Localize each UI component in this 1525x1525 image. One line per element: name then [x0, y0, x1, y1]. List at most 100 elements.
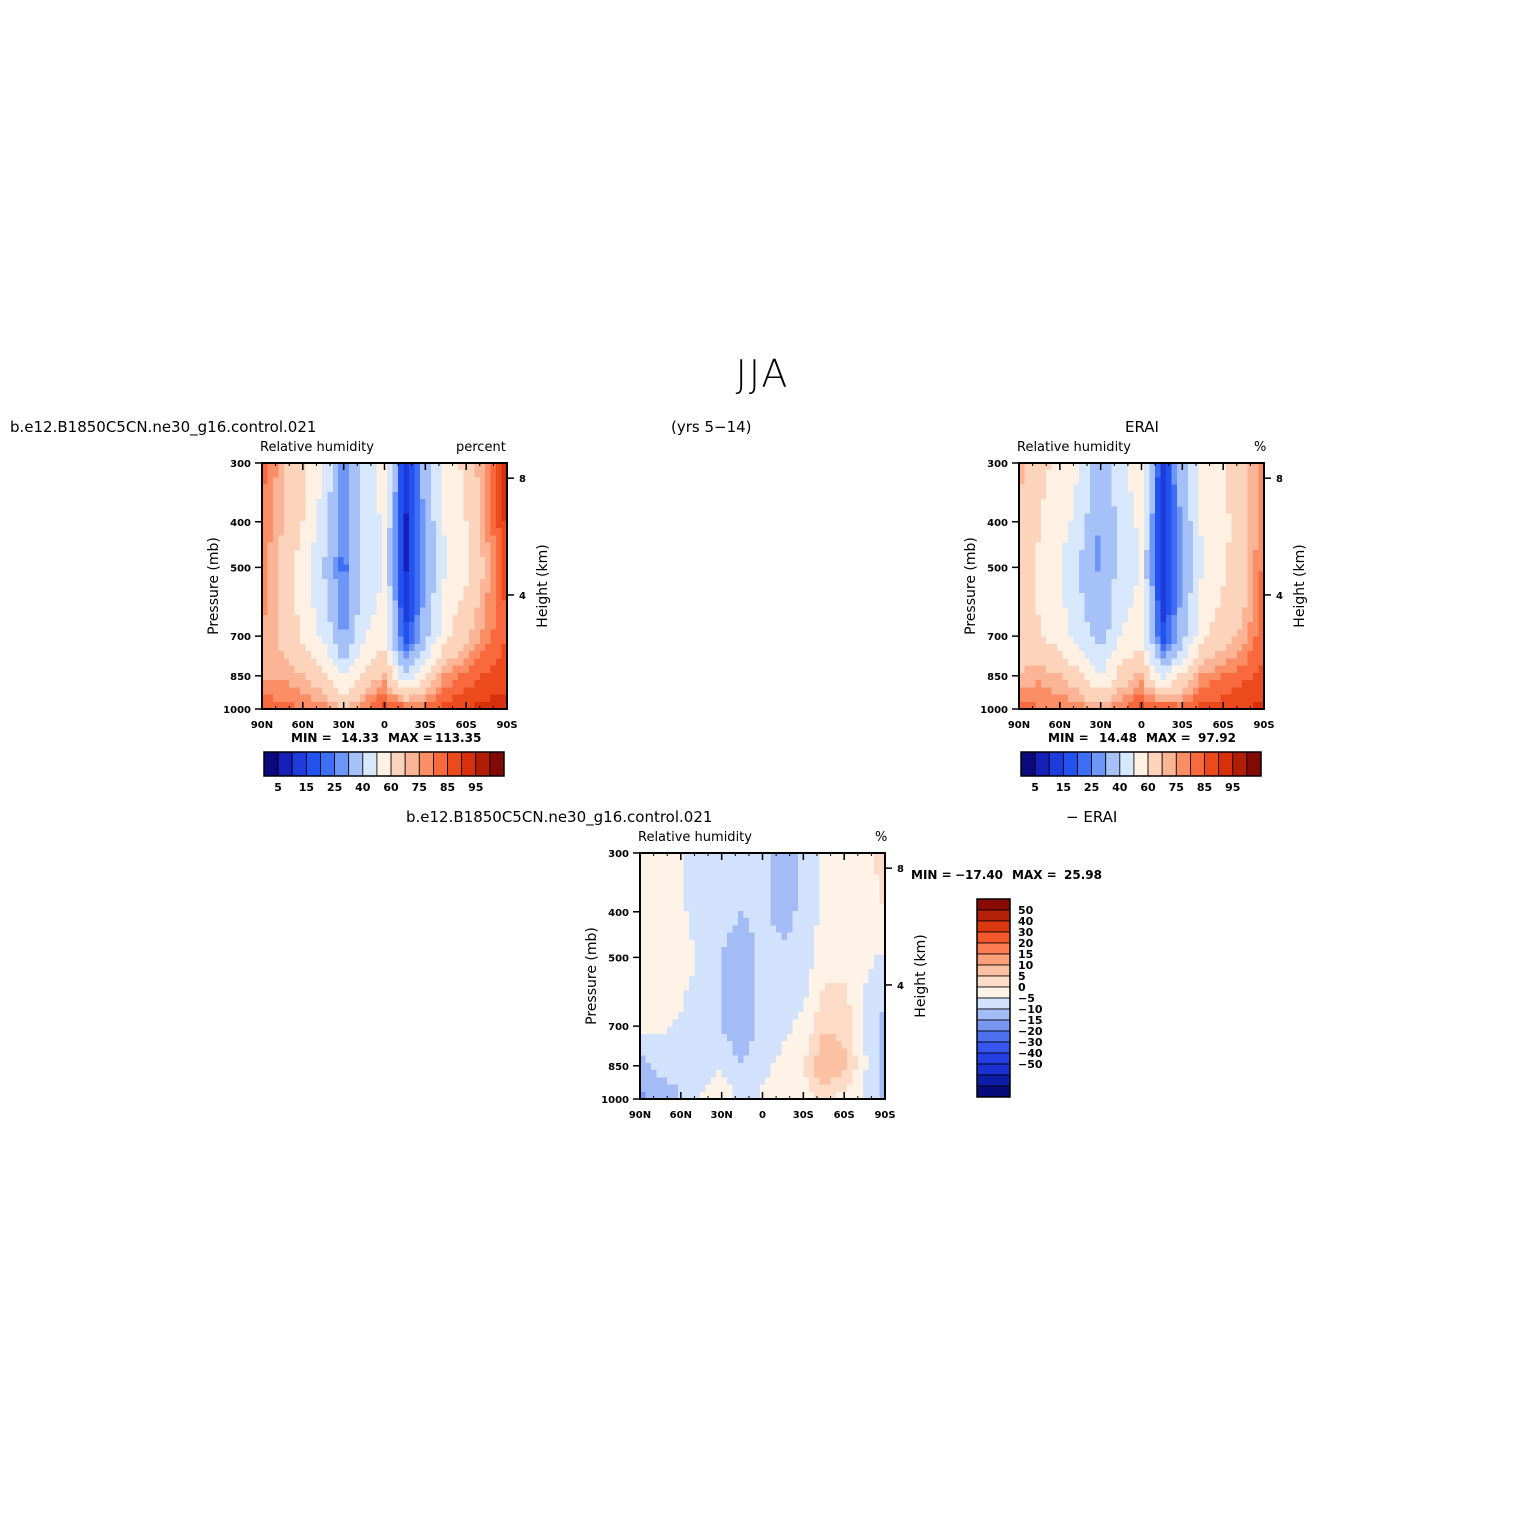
field-cell: [770, 1041, 777, 1049]
field-cell: [403, 499, 410, 508]
field-cell: [349, 622, 356, 631]
field-cell: [830, 860, 837, 869]
field-cell: [447, 636, 454, 645]
field-cell: [267, 658, 274, 667]
field-cell: [490, 658, 497, 667]
field-cell: [1040, 491, 1047, 500]
field-cell: [1144, 665, 1151, 674]
field-cell: [863, 954, 870, 963]
field-cell: [1117, 607, 1124, 616]
field-cell: [819, 976, 826, 984]
field-cell: [1138, 687, 1145, 696]
field-cell: [1160, 571, 1167, 580]
field-cell: [365, 484, 372, 493]
field-cell: [765, 918, 772, 926]
field-cell: [468, 477, 475, 486]
field-cell: [272, 470, 279, 479]
field-cell: [803, 1012, 810, 1021]
field-cell: [1073, 687, 1080, 696]
panel3-max-value: 25.98: [1064, 868, 1102, 882]
field-cell: [305, 506, 312, 515]
field-cell: [754, 1012, 761, 1021]
field-cell: [1220, 593, 1227, 602]
field-cell: [458, 593, 465, 602]
field-cell: [452, 701, 459, 710]
field-cell: [803, 867, 810, 876]
field-cell: [365, 506, 372, 515]
field-cell: [808, 932, 815, 941]
field-cell: [1242, 535, 1249, 544]
field-cell: [694, 976, 701, 984]
field-cell: [414, 680, 421, 688]
field-cell: [727, 1041, 734, 1049]
field-cell: [447, 680, 454, 688]
field-cell: [289, 651, 296, 659]
field-cell: [770, 1048, 777, 1057]
field-cell: [441, 484, 448, 493]
field-cell: [1138, 571, 1145, 580]
field-cell: [797, 1091, 804, 1100]
field-cell: [1035, 557, 1042, 565]
field-cell: [743, 903, 750, 912]
field-cell: [846, 1012, 853, 1021]
field-cell: [678, 881, 685, 890]
field-cell: [1215, 477, 1222, 486]
field-cell: [485, 672, 492, 681]
field-cell: [458, 578, 465, 587]
field-cell: [661, 976, 668, 984]
field-cell: [683, 1077, 690, 1086]
field-cell: [721, 983, 728, 992]
field-cell: [1046, 499, 1053, 508]
field-cell: [1220, 694, 1227, 703]
field-cell: [1051, 549, 1058, 558]
field-cell: [732, 1041, 739, 1049]
field-cell: [1138, 680, 1145, 688]
field-cell: [803, 1019, 810, 1028]
field-cell: [398, 622, 405, 631]
field-cell: [868, 1026, 875, 1035]
field-cell: [672, 947, 679, 955]
field-cell: [474, 622, 481, 631]
field-cell: [683, 1019, 690, 1028]
field-cell: [360, 477, 367, 486]
field-cell: [447, 658, 454, 667]
field-cell: [311, 665, 318, 674]
field-cell: [683, 881, 690, 890]
field-cell: [316, 477, 323, 486]
field-cell: [381, 593, 388, 602]
field-cell: [716, 954, 723, 963]
field-cell: [370, 542, 377, 551]
field-cell: [321, 622, 328, 631]
field-cell: [419, 614, 426, 623]
field-cell: [1068, 477, 1075, 486]
field-cell: [1182, 484, 1189, 493]
field-cell: [1155, 687, 1162, 696]
field-cell: [316, 506, 323, 515]
field-cell: [381, 600, 388, 609]
field-cell: [278, 520, 285, 529]
field-cell: [868, 954, 875, 963]
field-cell: [419, 636, 426, 645]
field-cell: [1166, 701, 1173, 710]
field-cell: [1176, 694, 1183, 703]
field-cell: [387, 687, 394, 696]
field-cell: [262, 470, 269, 479]
field-cell: [1111, 629, 1118, 638]
field-cell: [1095, 701, 1102, 710]
field-cell: [879, 1070, 886, 1078]
field-cell: [294, 651, 301, 659]
field-cell: [370, 564, 377, 573]
field-cell: [710, 874, 717, 883]
field-cell: [370, 701, 377, 710]
field-cell: [294, 680, 301, 688]
field-cell: [463, 672, 470, 681]
field-cell: [490, 463, 497, 471]
field-cell: [458, 607, 465, 616]
field-cell: [392, 463, 399, 471]
field-cell: [381, 535, 388, 544]
field-cell: [710, 881, 717, 890]
field-cell: [1187, 463, 1194, 471]
field-cell: [650, 1055, 657, 1064]
field-cell: [792, 947, 799, 955]
field-cell: [1068, 672, 1075, 681]
